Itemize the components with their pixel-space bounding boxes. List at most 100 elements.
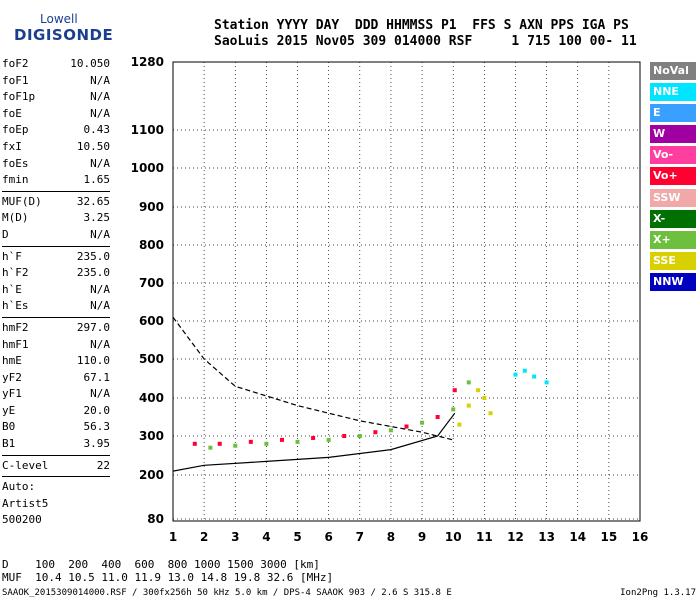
param-name: foF1p	[2, 90, 36, 104]
echo-point	[476, 388, 481, 393]
header-line-1: Station YYYY DAY DDD HHMMSS P1 FFS S AXN…	[214, 18, 629, 33]
param-separator	[2, 245, 110, 247]
echo-point	[233, 443, 238, 448]
x-tick-label: 13	[538, 530, 555, 544]
echo-point	[192, 441, 197, 446]
echo-point	[373, 430, 378, 435]
legend-item: Vo-	[650, 146, 696, 165]
legend-item: W	[650, 125, 696, 144]
param-name: h`Es	[2, 299, 29, 313]
param-row: hmF1 N/A	[2, 337, 110, 354]
param-row: h`F 235.0	[2, 249, 110, 266]
param-name: foF1	[2, 73, 29, 87]
param-value: 22	[96, 458, 110, 472]
param-name: hmF2	[2, 320, 29, 334]
y-tick-label: 600	[139, 314, 164, 328]
param-row: h`E N/A	[2, 282, 110, 299]
echo-point	[279, 437, 284, 442]
grid-lines	[172, 61, 641, 521]
param-value: 10.50	[76, 139, 110, 153]
param-value: N/A	[90, 156, 110, 170]
header-line-2: SaoLuis 2015 Nov05 309 014000 RSF 1 715 …	[214, 34, 637, 49]
param-name: hmF1	[2, 337, 29, 351]
param-separator	[2, 454, 110, 456]
distance-row: D 100 200 400 600 800 1000 1500 3000 [km…	[2, 558, 320, 571]
legend-item: Vo+	[650, 167, 696, 186]
param-row: foF1 N/A	[2, 73, 110, 90]
param-name: M(D)	[2, 211, 29, 225]
param-row: B1 3.95	[2, 436, 110, 453]
file-info: SAAOK_2015309014000.RSF / 300fx256h 50 k…	[2, 588, 452, 598]
param-row: fxI 10.50	[2, 139, 110, 156]
param-value: N/A	[90, 227, 110, 241]
param-row: yE 20.0	[2, 403, 110, 420]
legend-item: NoVal	[650, 62, 696, 80]
y-tick-label: 900	[139, 200, 164, 214]
param-row: M(D) 3.25	[2, 210, 110, 227]
echo-point	[482, 396, 487, 400]
y-tick-label: 500	[139, 352, 164, 366]
param-value: 10.050	[70, 57, 110, 70]
profile-lines	[172, 316, 456, 472]
x-tick-label: 11	[476, 530, 493, 544]
echo-point	[451, 407, 456, 412]
param-name: B1	[2, 437, 16, 451]
x-tick-label: 4	[262, 530, 270, 544]
legend-item: X+	[650, 230, 696, 249]
echo-point	[466, 403, 471, 408]
echo-point	[311, 435, 316, 440]
software-version: Ion2Png 1.3.17	[620, 588, 696, 598]
y-tick-label: 1000	[131, 161, 164, 175]
param-value: N/A	[90, 73, 110, 87]
param-value: 3.25	[83, 211, 111, 225]
echo-point	[532, 374, 537, 379]
echo-point	[295, 439, 300, 444]
param-name: yE	[2, 403, 16, 417]
param-row: foEs N/A	[2, 156, 110, 173]
param-value: 56.3	[83, 420, 111, 434]
param-row: D N/A	[2, 227, 110, 244]
echo-point	[264, 441, 269, 446]
param-row: C-level 22	[2, 458, 110, 475]
param-name: yF1	[2, 387, 22, 401]
param-value: 297.0	[76, 320, 110, 334]
echo-point	[452, 388, 457, 393]
param-value: 235.0	[76, 266, 110, 280]
param-separator	[2, 190, 110, 192]
y-tick-label: 700	[139, 276, 164, 290]
echo-point	[208, 445, 213, 450]
param-row: hmE 110.0	[2, 353, 110, 370]
echo-point	[435, 415, 440, 419]
param-name: foEp	[2, 123, 29, 137]
param-row: hmF2 297.0	[2, 320, 110, 337]
param-row: h`F2 235.0	[2, 265, 110, 282]
x-tick-label: 3	[231, 530, 239, 544]
legend-item: X-	[650, 209, 696, 228]
param-row: fmin 1.65	[2, 172, 110, 189]
param-name: hmE	[2, 354, 22, 368]
param-value: N/A	[90, 387, 110, 401]
param-row: B0 56.3	[2, 419, 110, 436]
param-row: yF2 67.1	[2, 370, 110, 387]
x-tick-label: 5	[293, 530, 301, 544]
x-tick-label: 1	[169, 530, 177, 544]
legend-item: E	[650, 104, 696, 123]
param-name: foF2	[2, 57, 29, 70]
param-row: MUF(D) 32.65	[2, 194, 110, 211]
param-row: foF1p N/A	[2, 89, 110, 106]
echo-point	[217, 441, 222, 446]
param-value: 20.0	[83, 403, 111, 417]
legend-item: NNE	[650, 83, 696, 102]
echo-point	[326, 437, 331, 442]
auto-label: Auto:	[2, 480, 36, 493]
param-value: N/A	[90, 299, 110, 313]
param-value: 235.0	[76, 249, 110, 263]
legend-item: SSW	[650, 188, 696, 207]
param-name: B0	[2, 420, 16, 434]
echo-point	[404, 424, 409, 429]
x-tick-label: 8	[387, 530, 395, 544]
param-name: foE	[2, 106, 22, 120]
autoscaling-info: Auto: Artist5 500200	[2, 479, 48, 529]
x-tick-labels: 1 2 3 4 5 6 7 8 9 10 11 12 13 14 15 16	[169, 530, 649, 544]
